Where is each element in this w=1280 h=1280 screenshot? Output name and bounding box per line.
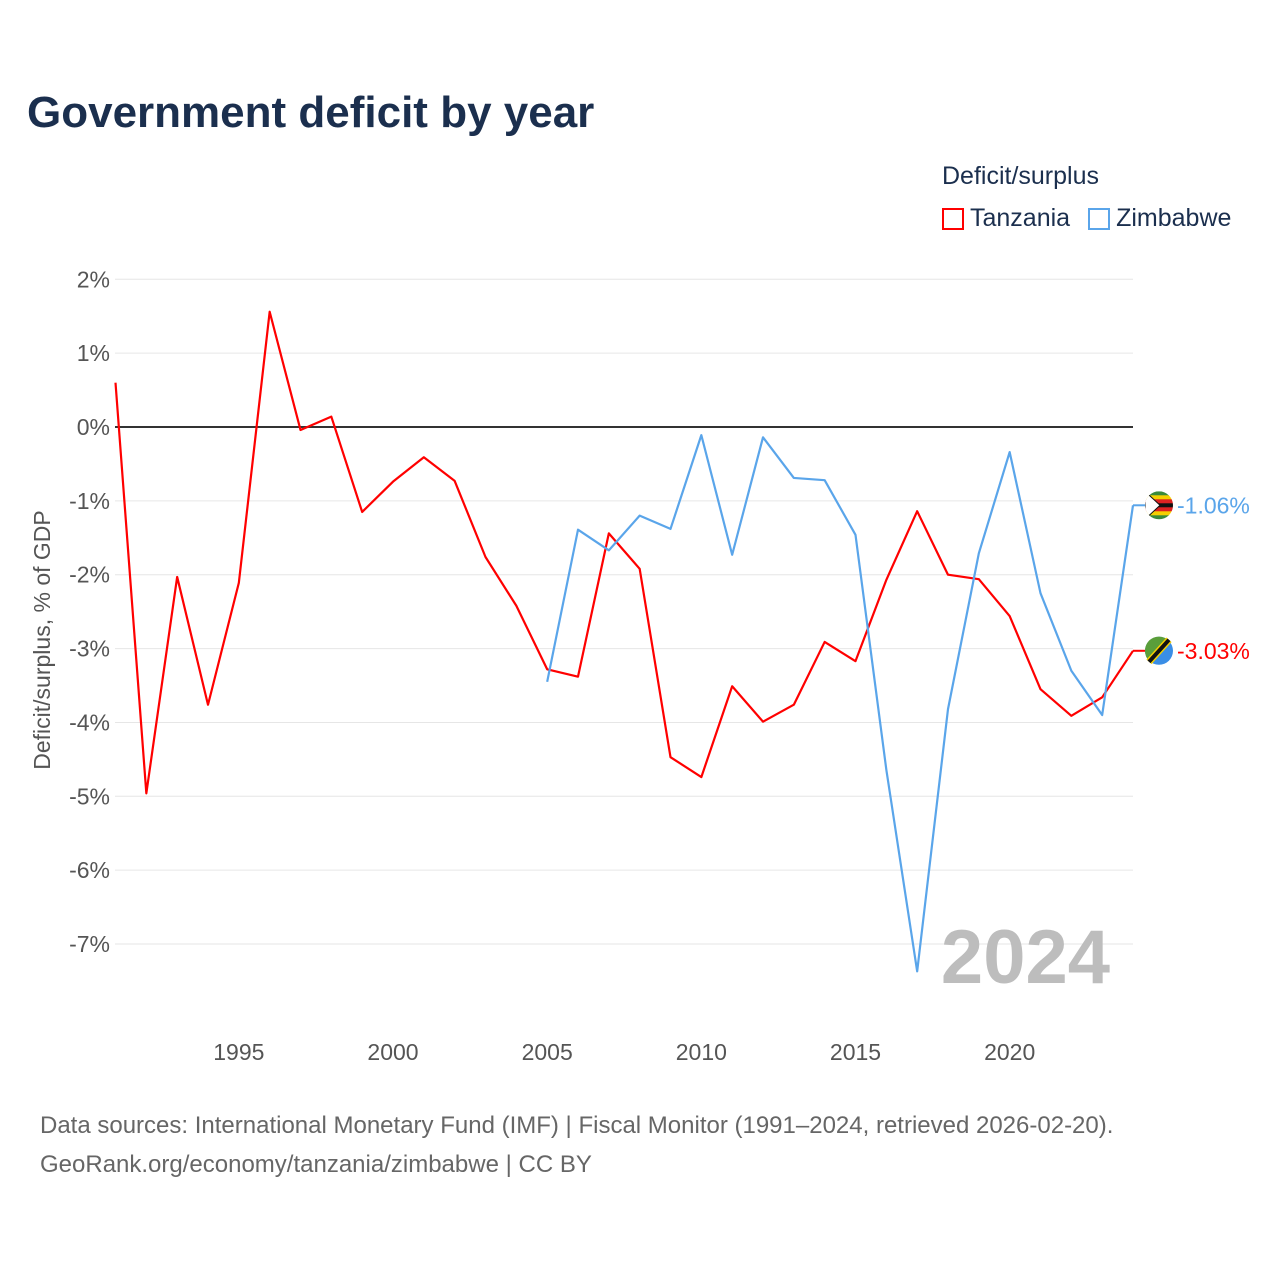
series-line-tanzania bbox=[114, 310, 1134, 795]
flag-triangle bbox=[1145, 491, 1161, 520]
flag-body bbox=[1145, 491, 1173, 520]
source-line-1: Data sources: International Monetary Fun… bbox=[40, 1112, 1114, 1139]
y-tick-label: -5% bbox=[69, 783, 110, 809]
x-tick-label: 2015 bbox=[830, 1039, 881, 1065]
legend: Tanzania Zimbabwe bbox=[942, 204, 1231, 233]
x-tick-label: 2000 bbox=[367, 1039, 418, 1065]
x-tick-label: 2010 bbox=[676, 1039, 727, 1065]
legend-label-tanzania: Tanzania bbox=[970, 204, 1071, 232]
y-tick-label: -2% bbox=[69, 562, 110, 588]
flag-stripe bbox=[1145, 495, 1173, 500]
y-tick-label: 2% bbox=[77, 266, 110, 292]
x-tick-label: 1995 bbox=[213, 1039, 264, 1065]
source-line-2[interactable]: GeoRank.org/economy/tanzania/zimbabwe | … bbox=[40, 1151, 592, 1178]
flag-zimbabwe-icon bbox=[1145, 491, 1173, 520]
flag-stripe bbox=[1145, 511, 1173, 516]
legend-swatch-tanzania bbox=[942, 207, 964, 230]
y-axis-label: Deficit/surplus, % of GDP bbox=[29, 510, 55, 769]
legend-swatch-zimbabwe bbox=[1088, 207, 1111, 230]
flag-stripe-black bbox=[1147, 638, 1171, 664]
source-note: Data sources: International Monetary Fun… bbox=[40, 1106, 1113, 1184]
year-watermark: 2024 bbox=[941, 915, 1110, 1000]
flag-stripe bbox=[1145, 491, 1173, 496]
legend-title: Deficit/surplus bbox=[942, 162, 1099, 190]
flag-stripe bbox=[1145, 515, 1173, 520]
y-tick-label: -3% bbox=[69, 636, 110, 662]
flag-stripe bbox=[1145, 507, 1173, 512]
flag-tanzania-icon bbox=[1144, 636, 1173, 665]
x-tick-label: 2005 bbox=[522, 1039, 573, 1065]
y-tick-label: -6% bbox=[69, 857, 110, 883]
legend-item-zimbabwe[interactable]: Zimbabwe bbox=[1088, 204, 1231, 233]
y-tick-label: -7% bbox=[69, 931, 110, 957]
x-tick-label: 2020 bbox=[984, 1039, 1035, 1065]
legend-item-tanzania[interactable]: Tanzania bbox=[942, 204, 1070, 233]
end-label-zimbabwe: -1.06% bbox=[1177, 492, 1250, 518]
y-tick-label: 1% bbox=[77, 340, 110, 366]
legend-label-zimbabwe: Zimbabwe bbox=[1116, 204, 1232, 232]
series-line-zimbabwe bbox=[546, 434, 1135, 973]
y-tick-label: -1% bbox=[69, 488, 110, 514]
y-tick-label: -4% bbox=[69, 709, 110, 735]
y-tick-label: 0% bbox=[77, 414, 110, 440]
chart-title: Government deficit by year bbox=[27, 88, 595, 137]
flag-stripe bbox=[1145, 499, 1173, 504]
end-label-tanzania: -3.03% bbox=[1177, 638, 1250, 664]
